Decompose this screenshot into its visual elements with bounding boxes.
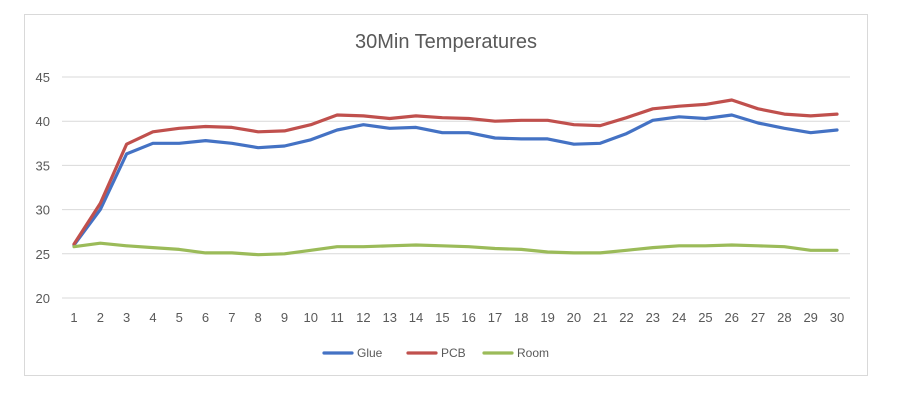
x-tick-label: 26 — [725, 310, 739, 325]
legend: Glue PCB Room — [322, 346, 549, 360]
y-tick-label: 40 — [36, 114, 50, 129]
legend-label-pcb: PCB — [441, 346, 466, 360]
chart-frame — [24, 14, 868, 376]
y-tick-label: 25 — [36, 247, 50, 262]
x-tick-label: 23 — [646, 310, 660, 325]
x-tick-label: 14 — [409, 310, 423, 325]
x-tick-label: 19 — [540, 310, 554, 325]
x-tick-label: 6 — [202, 310, 209, 325]
y-tick-label: 30 — [36, 203, 50, 218]
x-tick-label: 18 — [514, 310, 528, 325]
y-axis-ticks: 20 25 30 35 40 45 — [36, 70, 50, 306]
x-tick-label: 9 — [281, 310, 288, 325]
legend-label-room: Room — [517, 346, 549, 360]
series-line-room — [72, 241, 839, 257]
x-tick-label: 29 — [803, 310, 817, 325]
legend-label-glue: Glue — [357, 346, 383, 360]
x-tick-label: 17 — [488, 310, 502, 325]
x-tick-label: 24 — [672, 310, 686, 325]
x-tick-label: 28 — [777, 310, 791, 325]
x-tick-label: 25 — [698, 310, 712, 325]
series-line-pcb — [72, 98, 839, 246]
gridlines — [62, 76, 850, 299]
x-tick-label: 21 — [593, 310, 607, 325]
x-tick-label: 8 — [255, 310, 262, 325]
y-tick-label: 45 — [36, 70, 50, 85]
x-tick-label: 15 — [435, 310, 449, 325]
x-tick-label: 4 — [149, 310, 156, 325]
x-tick-label: 20 — [567, 310, 581, 325]
x-tick-label: 7 — [228, 310, 235, 325]
x-tick-label: 1 — [70, 310, 77, 325]
y-tick-label: 35 — [36, 158, 50, 173]
x-tick-label: 12 — [356, 310, 370, 325]
x-tick-label: 11 — [330, 310, 344, 325]
x-tick-label: 2 — [97, 310, 104, 325]
x-tick-label: 3 — [123, 310, 130, 325]
x-tick-label: 16 — [461, 310, 475, 325]
x-axis-ticks: 1 2 3 4 5 6 7 8 9 10 11 12 13 14 15 16 17 18 19 20 21 22 23 24 2… — [70, 310, 844, 325]
x-tick-label: 22 — [619, 310, 633, 325]
x-tick-label: 5 — [176, 310, 183, 325]
x-tick-label: 13 — [382, 310, 396, 325]
chart-title: 30Min Temperatures — [355, 31, 537, 53]
series-line-glue — [72, 113, 839, 247]
x-tick-label: 30 — [830, 310, 844, 325]
series-lines — [72, 98, 839, 257]
x-tick-label: 10 — [304, 310, 318, 325]
x-tick-label: 27 — [751, 310, 765, 325]
y-tick-label: 20 — [36, 291, 50, 306]
